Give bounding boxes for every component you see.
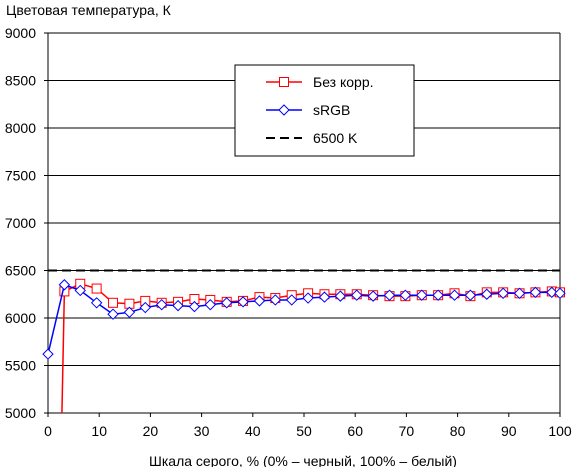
x-tick-label: 70 [399, 423, 415, 439]
legend-marker [279, 77, 289, 87]
data-point [220, 297, 233, 309]
x-tick-label: 80 [450, 423, 466, 439]
data-point [91, 283, 102, 294]
data-point [464, 289, 477, 301]
data-point [367, 290, 379, 302]
data-point [546, 286, 558, 299]
data-point [107, 308, 119, 320]
data-point [286, 294, 298, 306]
x-tick-label: 0 [44, 423, 52, 439]
legend-label: Без корр. [313, 74, 374, 90]
data-series [42, 269, 566, 413]
x-tick-label: 30 [194, 423, 210, 439]
data-point [529, 286, 542, 299]
data-point [302, 292, 314, 304]
x-tick-label: 10 [91, 423, 107, 439]
x-tick-label: 40 [245, 423, 261, 439]
data-point [155, 298, 168, 311]
x-tick-labels: 0 10 20 30 40 50 60 70 80 90 100 [44, 423, 572, 439]
data-point [237, 296, 249, 308]
legend-item: sRGB [266, 102, 350, 118]
y-tick-label: 7000 [5, 215, 36, 231]
y-tick-label: 6500 [5, 263, 36, 279]
data-point [188, 300, 201, 313]
legend-marker [278, 104, 290, 116]
data-point [432, 289, 444, 301]
legend-items: Без корр. sRGB 6500 K [266, 74, 374, 146]
data-point [383, 289, 396, 301]
data-point [497, 287, 509, 300]
x-axis-label: Шкала серого, % (0% – черный, 100% – бел… [149, 453, 457, 467]
data-point [90, 297, 103, 309]
data-point [42, 348, 54, 360]
y-tick-label: 6000 [5, 310, 36, 326]
chart-title: Цветовая температура, К [6, 2, 172, 18]
data-point [334, 290, 347, 302]
y-tick-labels: 5000 5500 6000 6500 7000 7500 8000 8500 9000 [5, 25, 36, 421]
y-tick-label: 8000 [5, 120, 36, 136]
y-tick-label: 5000 [5, 405, 36, 421]
y-tick-label: 5500 [5, 358, 36, 374]
data-point [448, 289, 461, 301]
legend-item: 6500 K [266, 130, 358, 146]
y-tick-label: 7500 [5, 168, 36, 184]
legend-label: 6500 K [313, 130, 358, 146]
x-tick-label: 60 [347, 423, 363, 439]
legend-box [234, 64, 415, 157]
legend-label: sRGB [313, 102, 350, 118]
data-point [253, 295, 266, 307]
data-point [139, 301, 151, 314]
data-point [481, 288, 493, 300]
data-point [554, 287, 566, 300]
data-point [108, 297, 119, 308]
data-point [123, 306, 136, 319]
data-point [351, 289, 363, 301]
series-srgb [42, 279, 566, 360]
data-point [513, 287, 526, 300]
x-tick-label: 90 [501, 423, 517, 439]
y-tick-label: 9000 [5, 25, 36, 41]
data-point [172, 299, 184, 312]
data-point [58, 279, 71, 291]
legend-item: Без корр. [266, 74, 374, 90]
x-tick-label: 50 [296, 423, 312, 439]
data-point [269, 294, 282, 306]
x-tick-label: 20 [143, 423, 159, 439]
data-point [416, 289, 428, 301]
x-tick-label: 100 [548, 423, 572, 439]
y-tick-label: 8500 [5, 73, 36, 89]
data-point [204, 298, 217, 311]
data-point [318, 291, 331, 303]
data-point [74, 284, 86, 297]
legend: Без корр. sRGB 6500 K [234, 64, 415, 157]
data-point [399, 289, 412, 301]
